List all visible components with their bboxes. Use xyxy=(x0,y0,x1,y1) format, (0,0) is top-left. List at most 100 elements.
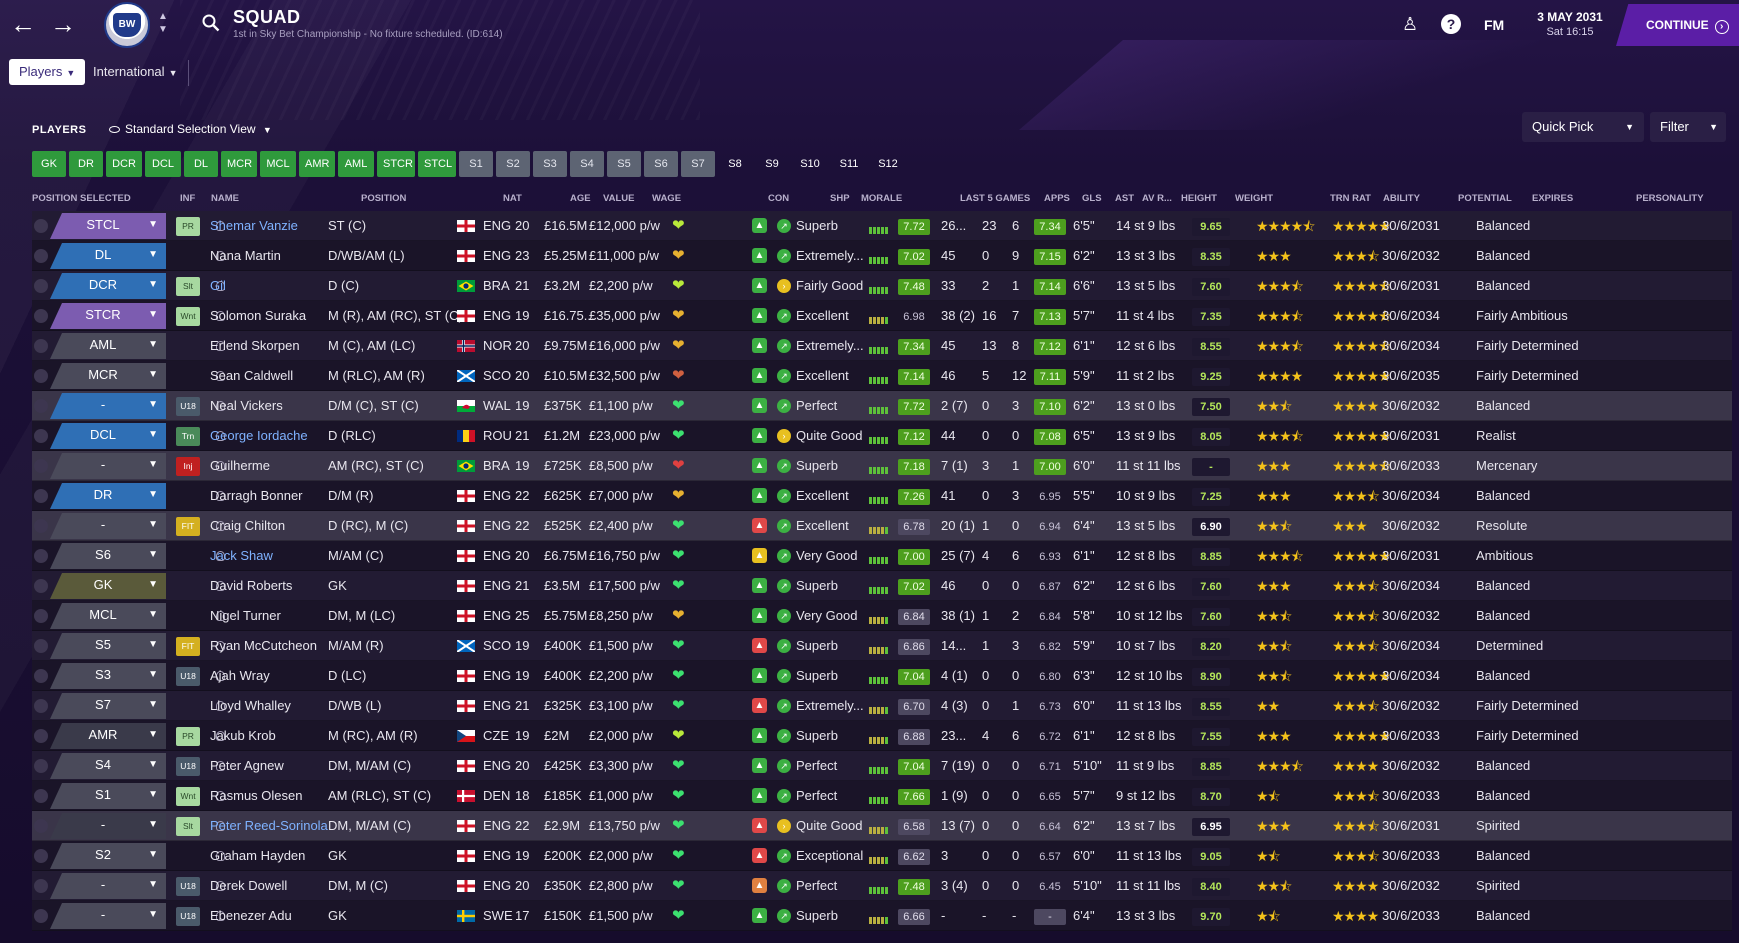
position-chip[interactable]: AML xyxy=(338,151,374,177)
select-checkbox[interactable] xyxy=(34,639,48,653)
table-row[interactable]: GK ▼ David Roberts GK ENG 21 £3.5M £17,5… xyxy=(32,571,1732,601)
forward-arrow-icon[interactable]: → xyxy=(50,9,76,39)
col-con[interactable]: CON xyxy=(768,193,790,204)
social-feed-icon[interactable]: ♙ xyxy=(1402,14,1419,34)
position-selector[interactable]: - ▼ xyxy=(50,513,166,539)
select-checkbox[interactable] xyxy=(34,819,48,833)
position-selector[interactable]: AMR ▼ xyxy=(50,723,166,749)
player-name[interactable]: Rasmus Olesen xyxy=(210,788,303,803)
col-apps[interactable]: APPS xyxy=(1044,193,1070,204)
position-selector[interactable]: MCL ▼ xyxy=(50,603,166,629)
position-selector[interactable]: STCR ▼ xyxy=(50,303,166,329)
search-icon[interactable] xyxy=(202,14,220,32)
position-chip[interactable]: DCL xyxy=(145,151,181,177)
player-name[interactable]: Ebenezer Adu xyxy=(210,908,292,923)
table-row[interactable]: - ▼ FIT Craig Chilton D (RC), M (C) ENG … xyxy=(32,511,1732,541)
view-selector[interactable]: Standard Selection View ▼ xyxy=(101,117,280,141)
info-badge[interactable]: Wnt xyxy=(176,307,200,326)
col-name[interactable]: NAME xyxy=(211,193,239,204)
col-shp[interactable]: SHP xyxy=(830,193,850,204)
player-name[interactable]: Shemar Vanzie xyxy=(210,218,298,233)
position-selector[interactable]: - ▼ xyxy=(50,903,166,929)
select-checkbox[interactable] xyxy=(34,759,48,773)
table-row[interactable]: DCR ▼ Slt Gil D (C) BRA 21 £3.2M £2,200 … xyxy=(32,271,1732,301)
col-expires[interactable]: EXPIRES xyxy=(1532,193,1574,204)
position-chip[interactable]: DL xyxy=(184,151,218,177)
player-name[interactable]: Nigel Turner xyxy=(210,608,281,623)
col-age[interactable]: AGE xyxy=(570,193,591,204)
info-badge[interactable]: U18 xyxy=(176,877,200,896)
table-row[interactable]: MCL ▼ Nigel Turner DM, M (LC) ENG 25 £5.… xyxy=(32,601,1732,631)
col-inf[interactable]: INF xyxy=(180,193,196,204)
col-ast[interactable]: AST xyxy=(1115,193,1134,204)
player-name[interactable]: Sean Caldwell xyxy=(210,368,294,383)
position-selector[interactable]: DL ▼ xyxy=(50,243,166,269)
select-checkbox[interactable] xyxy=(34,459,48,473)
player-name[interactable]: Graham Hayden xyxy=(210,848,306,863)
col-av-rating[interactable]: AV R... xyxy=(1142,193,1172,204)
player-name[interactable]: Lloyd Whalley xyxy=(210,698,291,713)
player-name[interactable]: George Iordache xyxy=(210,428,308,443)
col-weight[interactable]: WEIGHT xyxy=(1235,193,1273,204)
back-arrow-icon[interactable]: ← xyxy=(10,9,36,39)
table-row[interactable]: - ▼ U18 Ebenezer Adu GK SWE 17 £150K £1,… xyxy=(32,901,1732,931)
info-badge[interactable]: Trn xyxy=(176,427,200,446)
position-chip[interactable]: GK xyxy=(32,151,66,177)
player-name[interactable]: Jack Shaw xyxy=(210,548,273,563)
col-position-selected[interactable]: POSITION SELECTED xyxy=(32,193,131,204)
select-checkbox[interactable] xyxy=(34,219,48,233)
position-chip[interactable]: MCL xyxy=(260,151,296,177)
player-name[interactable]: Ajah Wray xyxy=(210,668,270,683)
table-row[interactable]: S1 ▼ Wnt Rasmus Olesen AM (RLC), ST (C) … xyxy=(32,781,1732,811)
position-selector[interactable]: S7 ▼ xyxy=(50,693,166,719)
player-name[interactable]: Neal Vickers xyxy=(210,398,283,413)
table-row[interactable]: AML ▼ Erlend Skorpen M (C), AM (LC) NOR … xyxy=(32,331,1732,361)
select-checkbox[interactable] xyxy=(34,789,48,803)
select-checkbox[interactable] xyxy=(34,279,48,293)
position-chip[interactable]: S10 xyxy=(800,158,820,170)
position-chip[interactable]: S12 xyxy=(878,158,898,170)
player-name[interactable]: Jakub Krob xyxy=(210,728,276,743)
position-chip[interactable]: STCL xyxy=(418,151,456,177)
info-badge[interactable]: FIT xyxy=(176,637,200,656)
table-row[interactable]: S4 ▼ U18 Peter Agnew DM, M/AM (C) ENG 20… xyxy=(32,751,1732,781)
position-chip[interactable]: S9 xyxy=(765,158,779,170)
position-selector[interactable]: DR ▼ xyxy=(50,483,166,509)
table-row[interactable]: MCR ▼ Sean Caldwell M (RLC), AM (R) SCO … xyxy=(32,361,1732,391)
select-checkbox[interactable] xyxy=(34,399,48,413)
select-checkbox[interactable] xyxy=(34,489,48,503)
col-morale[interactable]: MORALE xyxy=(861,193,903,204)
player-name[interactable]: David Roberts xyxy=(210,578,293,593)
position-chip[interactable]: S2 xyxy=(496,151,530,177)
position-chip[interactable]: S7 xyxy=(681,151,715,177)
help-icon[interactable]: ? xyxy=(1441,14,1461,34)
position-chip[interactable]: DCR xyxy=(106,151,142,177)
table-row[interactable]: DCL ▼ Trn George Iordache D (RLC) ROU 21… xyxy=(32,421,1732,451)
position-chip[interactable]: STCR xyxy=(377,151,415,177)
player-name[interactable]: Derek Dowell xyxy=(210,878,288,893)
position-chip[interactable]: S3 xyxy=(533,151,567,177)
select-checkbox[interactable] xyxy=(34,729,48,743)
select-checkbox[interactable] xyxy=(34,609,48,623)
position-chip[interactable]: S4 xyxy=(570,151,604,177)
col-position[interactable]: POSITION xyxy=(361,193,407,204)
table-row[interactable]: S3 ▼ U18 Ajah Wray D (LC) ENG 19 £400K £… xyxy=(32,661,1732,691)
filter-button[interactable]: Filter ▼ xyxy=(1650,112,1726,142)
col-ability[interactable]: ABILITY xyxy=(1383,193,1420,204)
col-height[interactable]: HEIGHT xyxy=(1181,193,1217,204)
info-badge[interactable]: PR xyxy=(176,727,200,746)
position-chip[interactable]: DR xyxy=(69,151,103,177)
player-name[interactable]: Craig Chilton xyxy=(210,518,286,533)
table-row[interactable]: DR ▼ Darragh Bonner D/M (R) ENG 22 £625K… xyxy=(32,481,1732,511)
select-checkbox[interactable] xyxy=(34,849,48,863)
player-name[interactable]: Erlend Skorpen xyxy=(210,338,300,353)
table-row[interactable]: S6 ▼ Jack Shaw M/AM (C) ENG 20 £6.75M £1… xyxy=(32,541,1732,571)
col-value[interactable]: VALUE xyxy=(603,193,635,204)
position-selector[interactable]: S4 ▼ xyxy=(50,753,166,779)
club-switch-icon[interactable]: ▲ ▼ xyxy=(158,11,168,35)
select-checkbox[interactable] xyxy=(34,369,48,383)
table-row[interactable]: STCL ▼ PR Shemar Vanzie ST (C) ENG 20 £1… xyxy=(32,211,1732,241)
position-selector[interactable]: S2 ▼ xyxy=(50,843,166,869)
select-checkbox[interactable] xyxy=(34,549,48,563)
table-row[interactable]: DL ▼ Nana Martin D/WB/AM (L) ENG 23 £5.2… xyxy=(32,241,1732,271)
